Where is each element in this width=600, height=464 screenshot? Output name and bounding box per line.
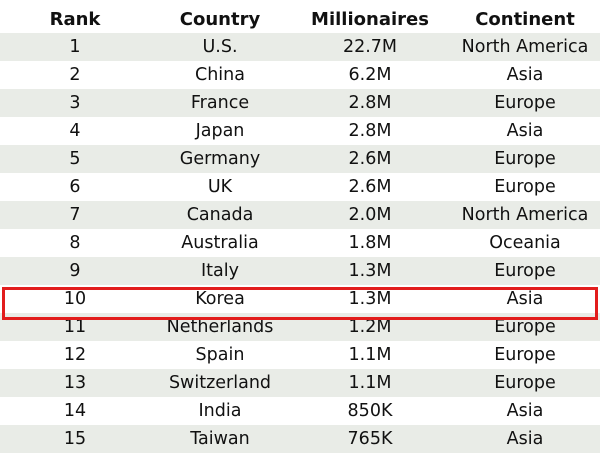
rank-cell: 2 [0,61,150,89]
continent-cell: Europe [450,341,600,369]
country-cell: U.S. [150,33,290,61]
rank-cell: 3 [0,89,150,117]
table-row: 5 Germany 2.6M Europe [0,145,600,173]
millionaires-cell: 850K [290,397,450,425]
rank-cell: 7 [0,201,150,229]
rank-cell: 6 [0,173,150,201]
header-country: Country [150,5,290,33]
table-row: 9 Italy 1.3M Europe [0,257,600,285]
header-row: Rank Country Millionaires Continent [0,5,600,33]
table-row: 15 Taiwan 765K Asia [0,425,600,453]
table-row: 7 Canada 2.0M North America [0,201,600,229]
continent-cell: Asia [450,61,600,89]
country-cell: UK [150,173,290,201]
rank-cell: 11 [0,313,150,341]
continent-cell: Europe [450,257,600,285]
table-row: 10 Korea 1.3M Asia [0,285,600,313]
rank-cell: 15 [0,425,150,453]
table-body: 1 U.S. 22.7M North America 2 China 6.2M Asia 3 Fr… [0,33,600,453]
country-cell: India [150,397,290,425]
rank-cell: 13 [0,369,150,397]
header-continent: Continent [450,5,600,33]
continent-cell: Europe [450,173,600,201]
millionaires-cell: 2.6M [290,145,450,173]
continent-cell: Europe [450,145,600,173]
continent-cell: Europe [450,313,600,341]
millionaires-cell: 1.2M [290,313,450,341]
millionaires-cell: 6.2M [290,61,450,89]
rank-cell: 14 [0,397,150,425]
millionaires-cell: 2.0M [290,201,450,229]
continent-cell: Asia [450,117,600,145]
country-cell: Spain [150,341,290,369]
table-row: 6 UK 2.6M Europe [0,173,600,201]
table-row: 13 Switzerland 1.1M Europe [0,369,600,397]
header-millionaires: Millionaires [290,5,450,33]
continent-cell: Oceania [450,229,600,257]
rank-cell: 4 [0,117,150,145]
millionaires-cell: 1.3M [290,257,450,285]
country-cell: Korea [150,285,290,313]
table-row: 8 Australia 1.8M Oceania [0,229,600,257]
country-cell: Japan [150,117,290,145]
rank-cell: 5 [0,145,150,173]
millionaires-table: Rank Country Millionaires Continent 1 U.S… [0,5,600,453]
table-row: 2 China 6.2M Asia [0,61,600,89]
table-header: Rank Country Millionaires Continent [0,5,600,33]
country-cell: Taiwan [150,425,290,453]
table-row: 1 U.S. 22.7M North America [0,33,600,61]
continent-cell: Europe [450,89,600,117]
continent-cell: Europe [450,369,600,397]
millionaires-cell: 1.3M [290,285,450,313]
country-cell: Netherlands [150,313,290,341]
millionaires-cell: 2.8M [290,117,450,145]
millionaires-cell: 22.7M [290,33,450,61]
header-rank: Rank [0,5,150,33]
rank-cell: 8 [0,229,150,257]
table-row: 4 Japan 2.8M Asia [0,117,600,145]
country-cell: France [150,89,290,117]
country-cell: China [150,61,290,89]
continent-cell: Asia [450,397,600,425]
country-cell: Germany [150,145,290,173]
country-cell: Australia [150,229,290,257]
continent-cell: Asia [450,425,600,453]
millionaires-cell: 1.8M [290,229,450,257]
continent-cell: Asia [450,285,600,313]
continent-cell: North America [450,33,600,61]
millionaires-cell: 2.6M [290,173,450,201]
millionaires-cell: 1.1M [290,369,450,397]
rank-cell: 10 [0,285,150,313]
country-cell: Italy [150,257,290,285]
millionaires-cell: 1.1M [290,341,450,369]
rank-cell: 1 [0,33,150,61]
rank-cell: 12 [0,341,150,369]
country-cell: Switzerland [150,369,290,397]
table-row: 14 India 850K Asia [0,397,600,425]
millionaires-cell: 2.8M [290,89,450,117]
millionaires-cell: 765K [290,425,450,453]
rank-cell: 9 [0,257,150,285]
table-row: 3 France 2.8M Europe [0,89,600,117]
table-row: 12 Spain 1.1M Europe [0,341,600,369]
continent-cell: North America [450,201,600,229]
country-cell: Canada [150,201,290,229]
table-row: 11 Netherlands 1.2M Europe [0,313,600,341]
millionaires-table-container: Rank Country Millionaires Continent 1 U.S… [0,5,600,453]
